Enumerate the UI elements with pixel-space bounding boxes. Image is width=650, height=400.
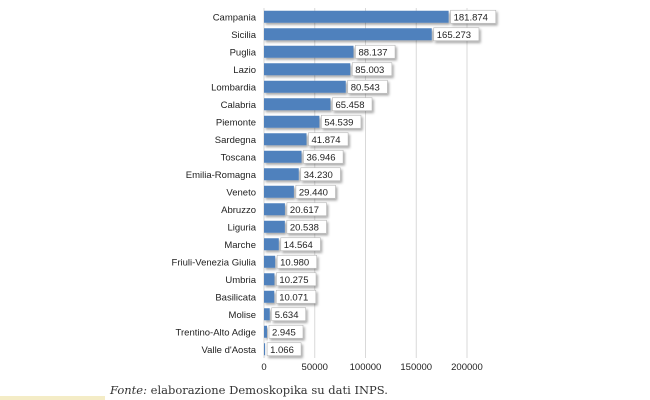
value-label: 10.980 — [280, 257, 309, 268]
category-label: Molise — [229, 310, 256, 321]
value-label-box — [268, 324, 304, 339]
value-label: 36.946 — [307, 152, 336, 163]
value-label-box — [275, 289, 317, 304]
source-prefix: Fonte: — [110, 383, 147, 397]
bar — [264, 28, 432, 41]
x-tick-label: 150000 — [400, 362, 432, 373]
value-label-box — [347, 79, 388, 94]
value-label: 34.230 — [304, 170, 333, 181]
source-highlight — [0, 396, 105, 400]
category-label: Umbria — [225, 275, 256, 286]
x-axis-tick-labels: 0 50000 100000 150000 200000 — [261, 362, 483, 373]
category-label: Toscana — [221, 152, 257, 163]
bar — [264, 238, 279, 251]
value-label-box — [303, 149, 344, 164]
category-label: Puglia — [230, 47, 257, 58]
value-label-box — [450, 9, 497, 24]
value-labels: 181.874 165.273 88.137 85.003 80.543 65.458 54… — [266, 9, 497, 357]
bar — [264, 45, 354, 58]
bar — [264, 168, 299, 181]
bar — [264, 63, 351, 76]
value-label-box — [355, 44, 396, 59]
category-label: Sardegna — [215, 135, 257, 146]
category-label: Sicilia — [231, 30, 257, 41]
bar — [264, 203, 285, 216]
value-label: 14.564 — [284, 240, 313, 251]
value-label: 1.066 — [270, 345, 294, 356]
category-label: Basilicata — [215, 292, 256, 303]
bar — [264, 80, 346, 93]
source-note: Fonte: elaborazione Demoskopika su dati … — [110, 383, 388, 397]
bar — [264, 115, 320, 128]
category-label: Calabria — [221, 100, 257, 111]
category-label: Friuli-Venezia Giulia — [172, 257, 257, 268]
category-label: Lombardia — [211, 82, 257, 93]
value-label: 10.275 — [279, 275, 308, 286]
value-label: 54.539 — [324, 117, 353, 128]
category-label: Abruzzo — [221, 205, 256, 216]
value-label: 41.874 — [312, 135, 341, 146]
value-label-box — [321, 114, 362, 129]
category-labels: Campania Sicilia Puglia Lazio Lombardia Calab… — [172, 12, 257, 356]
bar — [264, 325, 267, 338]
category-label: Emilia-Romagna — [186, 170, 257, 181]
category-label: Veneto — [226, 187, 256, 198]
value-label-box — [266, 342, 302, 357]
value-label-box — [276, 272, 317, 287]
x-tick-label: 100000 — [350, 362, 382, 373]
bar — [264, 220, 285, 233]
value-label-box — [308, 132, 349, 147]
value-label-box — [286, 202, 327, 217]
bar — [264, 343, 266, 356]
category-label: Marche — [224, 240, 256, 251]
bar — [264, 185, 294, 198]
category-label: Trentino-Alto Adige — [176, 327, 256, 338]
value-label: 65.458 — [335, 100, 364, 111]
value-label: 181.874 — [454, 12, 488, 23]
category-label: Lazio — [233, 65, 256, 76]
value-label: 80.543 — [351, 82, 380, 93]
source-text: elaborazione Demoskopika su dati INPS. — [146, 383, 388, 397]
bar — [264, 290, 275, 303]
value-label: 88.137 — [358, 47, 387, 58]
value-label: 165.273 — [437, 30, 471, 41]
value-label-box — [295, 184, 336, 199]
value-label: 5.634 — [275, 310, 299, 321]
gridlines — [263, 8, 468, 358]
value-label: 2.945 — [272, 327, 296, 338]
value-label: 20.617 — [290, 205, 319, 216]
bars — [264, 10, 449, 356]
value-label-box — [300, 167, 341, 182]
bar — [264, 10, 449, 23]
value-label-box — [433, 27, 480, 42]
value-label: 29.440 — [299, 187, 328, 198]
category-label: Campania — [213, 12, 257, 23]
bar — [264, 150, 302, 163]
category-label: Liguria — [227, 222, 256, 233]
value-label-box — [351, 62, 393, 77]
bar — [264, 133, 307, 146]
value-label: 20.538 — [290, 222, 319, 233]
bar — [264, 273, 275, 286]
x-tick-label: 50000 — [302, 362, 328, 373]
value-label-box — [286, 219, 327, 234]
value-label: 85.003 — [355, 65, 384, 76]
bar — [264, 308, 270, 321]
x-tick-label: 200000 — [451, 362, 483, 373]
value-label-box — [332, 97, 373, 112]
value-label-box — [276, 254, 318, 269]
bar — [264, 255, 276, 268]
bar — [264, 98, 331, 111]
category-label: Piemonte — [216, 117, 256, 128]
x-tick-label: 0 — [261, 362, 266, 373]
value-label: 10.071 — [279, 292, 308, 303]
value-label-box — [280, 237, 321, 252]
value-label-box — [271, 307, 307, 322]
category-label: Valle d'Aosta — [202, 345, 257, 356]
